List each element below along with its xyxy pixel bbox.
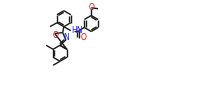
- Text: O: O: [80, 33, 86, 42]
- Text: O: O: [52, 31, 58, 40]
- Text: HN: HN: [71, 26, 82, 35]
- Text: N: N: [63, 33, 68, 42]
- Text: O: O: [88, 3, 94, 12]
